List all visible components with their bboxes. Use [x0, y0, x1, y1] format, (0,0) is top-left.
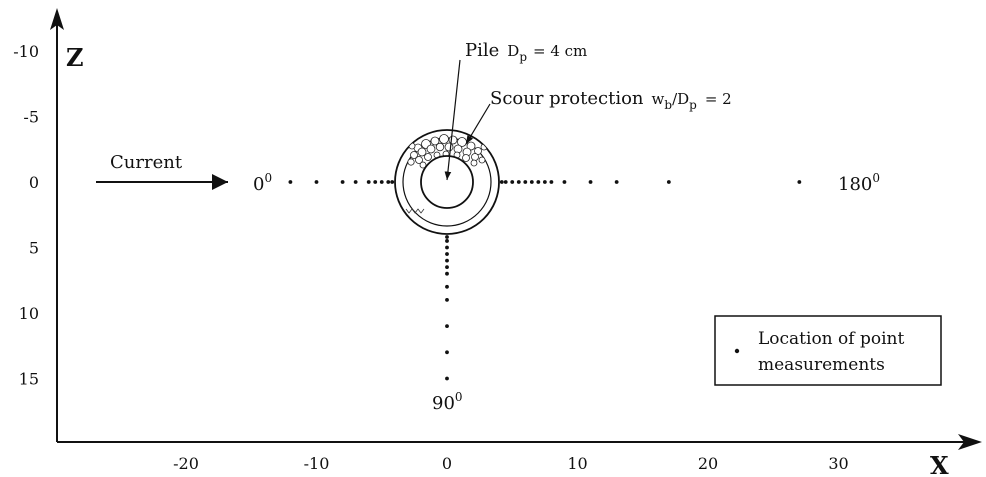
z-axis-label: Z	[66, 43, 84, 72]
measurement-point	[588, 180, 593, 184]
x-tick-label: 10	[567, 454, 587, 473]
measurement-point	[445, 284, 449, 289]
angle-label-180: 1800	[838, 171, 880, 195]
angle-label-90: 900	[432, 390, 463, 414]
stone	[471, 153, 479, 161]
measurement-point	[542, 180, 547, 184]
stone	[439, 134, 449, 144]
stone	[470, 159, 478, 167]
measurement-points	[288, 180, 802, 381]
x-tick-labels: -20 -10 0 10 20 30	[173, 454, 849, 473]
measurement-point	[386, 180, 391, 184]
scour-protection-annotation: Scour protection wb/Dp = 2	[490, 88, 732, 112]
measurement-point	[353, 180, 358, 184]
measurement-point	[445, 245, 449, 250]
stone-detail	[405, 208, 425, 214]
current-label: Current	[110, 152, 183, 173]
measurement-point	[373, 180, 378, 184]
angle-label-0: 00	[253, 171, 272, 195]
x-tick-label: -20	[173, 454, 199, 473]
measurement-point	[445, 324, 449, 328]
stone	[410, 151, 418, 159]
x-tick-label: 20	[698, 454, 718, 473]
legend-dot	[734, 348, 740, 354]
measurement-point	[562, 180, 567, 184]
measurement-point	[379, 180, 384, 184]
x-axis-arrow-icon	[958, 434, 982, 450]
measurement-point	[445, 298, 449, 302]
x-tick-label: 0	[442, 454, 452, 473]
stone	[474, 147, 482, 155]
measurement-point	[288, 180, 293, 184]
measurement-point	[445, 235, 449, 239]
measurement-point	[445, 239, 449, 243]
measurement-point	[445, 265, 449, 270]
measurement-point	[797, 180, 802, 184]
stone	[444, 142, 454, 152]
z-tick-label: -10	[13, 42, 39, 61]
measurement-point	[445, 258, 449, 263]
z-tick-label: 0	[29, 173, 39, 192]
stone	[430, 136, 440, 146]
legend-box	[714, 315, 942, 386]
measurement-point	[503, 180, 508, 184]
pile-annotation: Pile Dp = 4 cm	[465, 40, 587, 64]
scour-protection-ring	[394, 129, 500, 235]
stone	[419, 161, 427, 169]
pile	[420, 155, 474, 209]
stone	[407, 158, 415, 166]
measurement-point	[445, 350, 449, 355]
measurement-point	[666, 180, 671, 184]
x-tick-label: 30	[828, 454, 848, 473]
legend-line-1: Location of point	[758, 329, 904, 349]
stone	[462, 154, 470, 162]
pile-leader-line	[444, 59, 461, 181]
z-tick-label: 10	[19, 304, 39, 323]
stone	[415, 156, 423, 164]
measurement-point	[445, 252, 449, 256]
legend: Location of point measurements	[714, 315, 942, 386]
measurement-point	[529, 180, 534, 184]
protection-stones	[407, 134, 488, 169]
z-axis-arrow-icon	[50, 8, 64, 30]
stone	[478, 156, 486, 164]
measurement-point	[549, 180, 554, 184]
stone	[435, 142, 445, 152]
z-tick-label: -5	[23, 108, 39, 127]
legend-line-2: measurements	[758, 355, 885, 375]
x-tick-label: -10	[304, 454, 330, 473]
z-tick-label: 15	[19, 370, 39, 389]
measurement-point	[445, 271, 449, 276]
stone	[426, 144, 436, 154]
measurement-point	[445, 376, 449, 381]
measurement-point	[614, 180, 619, 184]
x-axis-label: X	[930, 451, 949, 477]
measurement-point	[510, 180, 515, 184]
measurement-point	[523, 180, 528, 184]
measurement-point	[499, 180, 504, 184]
measurement-point	[516, 180, 521, 184]
z-tick-labels: -10 -5 0 5 10 15	[13, 42, 39, 389]
measurement-point	[340, 180, 345, 184]
scour-leader-line	[465, 103, 491, 145]
stone	[408, 142, 416, 150]
measurement-point	[366, 180, 371, 184]
measurement-point	[314, 180, 319, 184]
measurement-point	[536, 180, 541, 184]
z-tick-label: 5	[29, 239, 39, 258]
stone	[424, 153, 432, 161]
stone	[417, 147, 427, 157]
measurement-point	[390, 180, 395, 184]
